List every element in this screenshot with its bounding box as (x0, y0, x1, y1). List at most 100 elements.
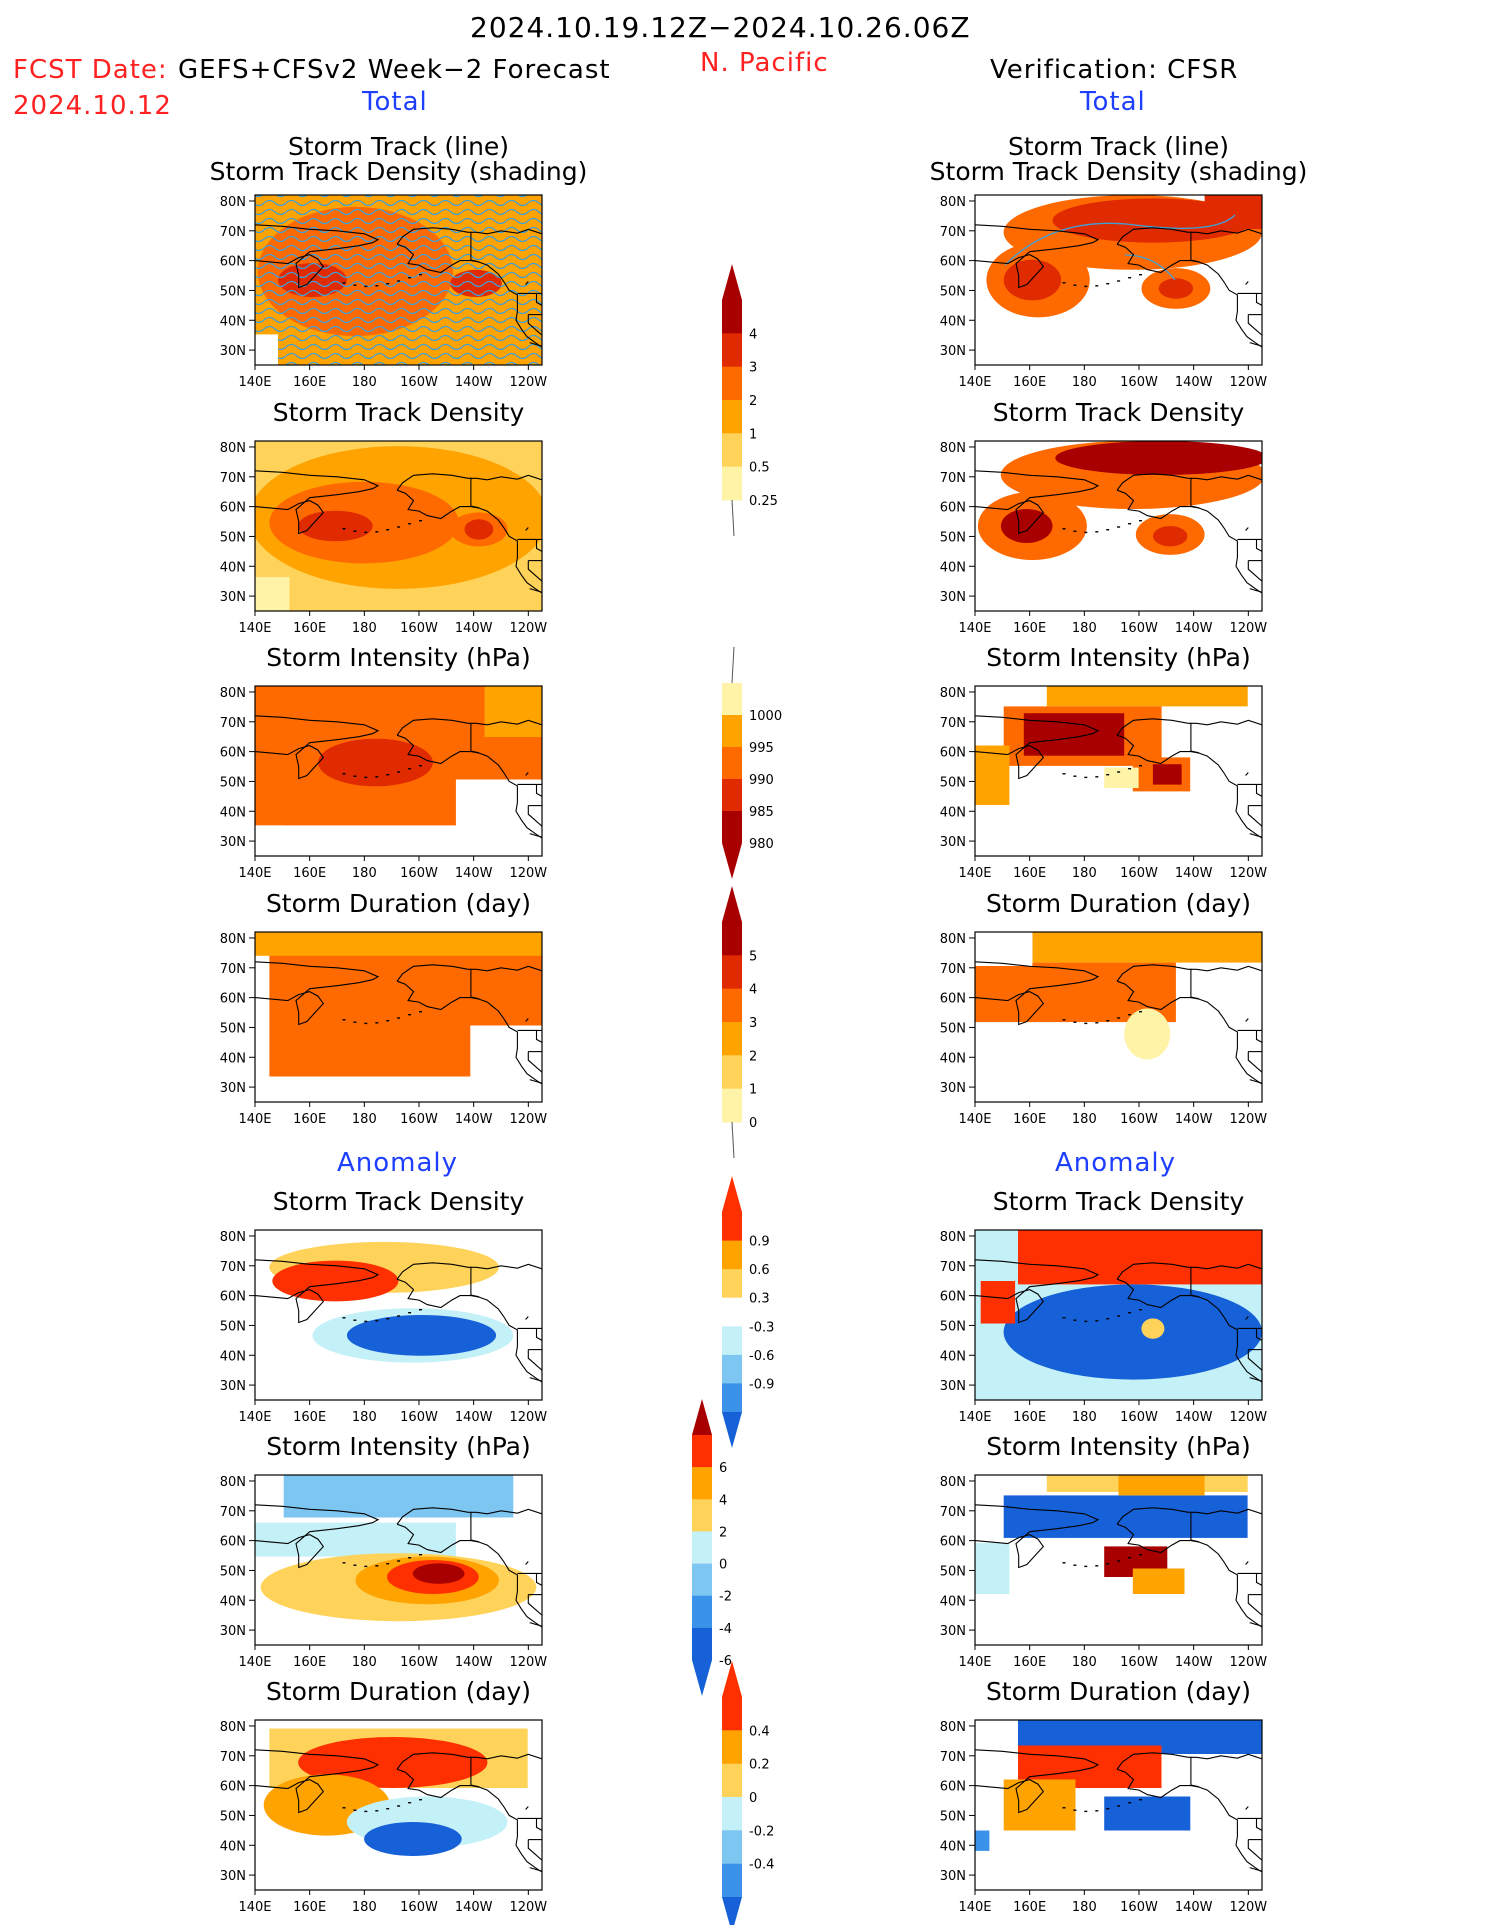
lat-tick-label: 60N (220, 501, 246, 516)
lon-tick-label: 180 (352, 1900, 377, 1915)
panel-title: Storm Track Density (993, 1187, 1245, 1216)
verification-panel-3: 80N 70N 60N 50N 40N 30N 140E 160E 180 160W 140W 120… (940, 889, 1268, 1127)
lat-tick-label: 30N (940, 1379, 966, 1394)
aleutian-island (1106, 1318, 1110, 1320)
colorbar-duration: 5 4 3 2 1 0 (722, 886, 757, 1159)
lat-tick-label: 30N (220, 1081, 246, 1096)
lat-tick-label: 30N (220, 590, 246, 605)
coastline (1255, 784, 1262, 797)
aleutian-island (1095, 1022, 1099, 1024)
lon-tick-label: 140W (455, 1410, 493, 1425)
lat-tick-label: 50N (940, 284, 966, 299)
shade-region (1152, 764, 1182, 785)
panel-subtitle: Storm Track Density (shading) (210, 157, 588, 186)
coastline (470, 1756, 480, 1788)
coastline (525, 1561, 529, 1565)
lat-tick-label: 50N (220, 1564, 246, 1579)
coastline (525, 1806, 529, 1810)
aleutian-island (375, 776, 379, 778)
aleutian-island (1095, 1565, 1099, 1567)
coastline (396, 718, 477, 736)
lat-tick-label: 80N (220, 441, 246, 456)
aleutian-island (1128, 523, 1132, 525)
aleutian-island (1139, 1309, 1142, 1311)
forecast-panel-4: 80N 70N 60N 50N 40N 30N 140E 160E 180 160W 140W 120… (220, 1187, 548, 1425)
aleutian-island (353, 1021, 357, 1023)
aleutian-island (364, 1320, 368, 1323)
colorbar-swatch (722, 1730, 742, 1765)
aleutian-island (1062, 528, 1066, 530)
coastline (535, 293, 542, 306)
colorbar-duration-anomaly: 0.4 0.2 0 -0.2 -0.4 (722, 1661, 774, 1925)
panel-title: Storm Duration (day) (986, 889, 1251, 918)
lon-tick-label: 160W (1120, 1410, 1158, 1425)
panel-shading (975, 195, 1262, 365)
lat-tick-label: 60N (220, 255, 246, 270)
panel-shading (255, 1475, 542, 1645)
aleutian-island (419, 765, 422, 767)
panel-shading (255, 441, 542, 611)
aleutian-island (1095, 1320, 1099, 1322)
coastline (1116, 489, 1262, 594)
lon-tick-label: 120W (509, 1112, 547, 1127)
panel-title: Storm Track (line) (288, 132, 509, 161)
forecast-panel-3: 80N 70N 60N 50N 40N 30N 140E 160E 180 160W 140W 120… (220, 889, 548, 1127)
blank-region (255, 825, 284, 856)
coastline (975, 961, 1100, 1026)
coastline (1245, 281, 1249, 285)
aleutian-island (1095, 776, 1099, 778)
coastline (975, 1504, 1100, 1569)
lon-tick-label: 160E (1013, 621, 1046, 636)
colorbar-swatch (722, 715, 742, 748)
panel-title: Storm Intensity (hPa) (266, 643, 531, 672)
blank-region (255, 334, 278, 365)
lat-tick-label: 60N (940, 1780, 966, 1795)
lat-tick-label: 80N (220, 195, 246, 210)
lat-tick-label: 30N (220, 1624, 246, 1639)
panel-title: Storm Track (line) (1008, 132, 1229, 161)
colorbar-label: 1 (749, 427, 757, 442)
colorbar-swatch (722, 1269, 742, 1299)
forecast-panel-2: 80N 70N 60N 50N 40N 30N 140E 160E 180 160W 140W 120… (220, 643, 548, 881)
coastline (476, 719, 542, 726)
coastline (1245, 1561, 1249, 1565)
lon-tick-label: 120W (509, 621, 547, 636)
lon-tick-label: 120W (1229, 866, 1267, 881)
shade-region (1124, 1008, 1171, 1060)
lat-tick-label: 30N (940, 1081, 966, 1096)
panel-shading (975, 686, 1262, 856)
colorbar-label: -0.2 (749, 1824, 774, 1839)
panel-title: Storm Duration (day) (986, 1677, 1251, 1706)
colorbar-swatch (722, 1088, 742, 1123)
coastline (529, 1622, 542, 1627)
colorbar-label: -4 (719, 1622, 732, 1637)
verification-label: Verification: CFSR (990, 55, 1239, 85)
aleutian-island (1084, 1320, 1088, 1323)
coastline (470, 1266, 480, 1298)
lat-tick-label: 30N (940, 835, 966, 850)
aleutian-island (397, 1560, 401, 1562)
coastline (470, 1511, 480, 1543)
aleutian-island (1073, 1319, 1077, 1321)
colorbar-swatch (722, 466, 742, 501)
aleutian-island (1106, 283, 1110, 285)
coastline (1190, 1266, 1200, 1298)
panel-frame (974, 1474, 1263, 1646)
lat-tick-label: 60N (220, 1535, 246, 1550)
panel-frame (974, 685, 1263, 857)
colorbar-label: 4 (749, 983, 757, 998)
lat-tick-label: 70N (940, 716, 966, 731)
aleutian-island (375, 1022, 379, 1024)
colorbar-swatch (692, 1499, 712, 1532)
panel-title: Storm Intensity (hPa) (986, 643, 1251, 672)
coastline (396, 1507, 477, 1525)
aleutian-island (1073, 775, 1077, 777)
lat-tick-label: 40N (940, 1839, 966, 1854)
lat-tick-label: 70N (220, 471, 246, 486)
coastline (396, 227, 477, 245)
aleutian-island (1117, 771, 1121, 773)
aleutian-island (342, 773, 346, 775)
colorbar-label: -0.6 (749, 1349, 774, 1364)
lat-tick-label: 60N (940, 746, 966, 761)
